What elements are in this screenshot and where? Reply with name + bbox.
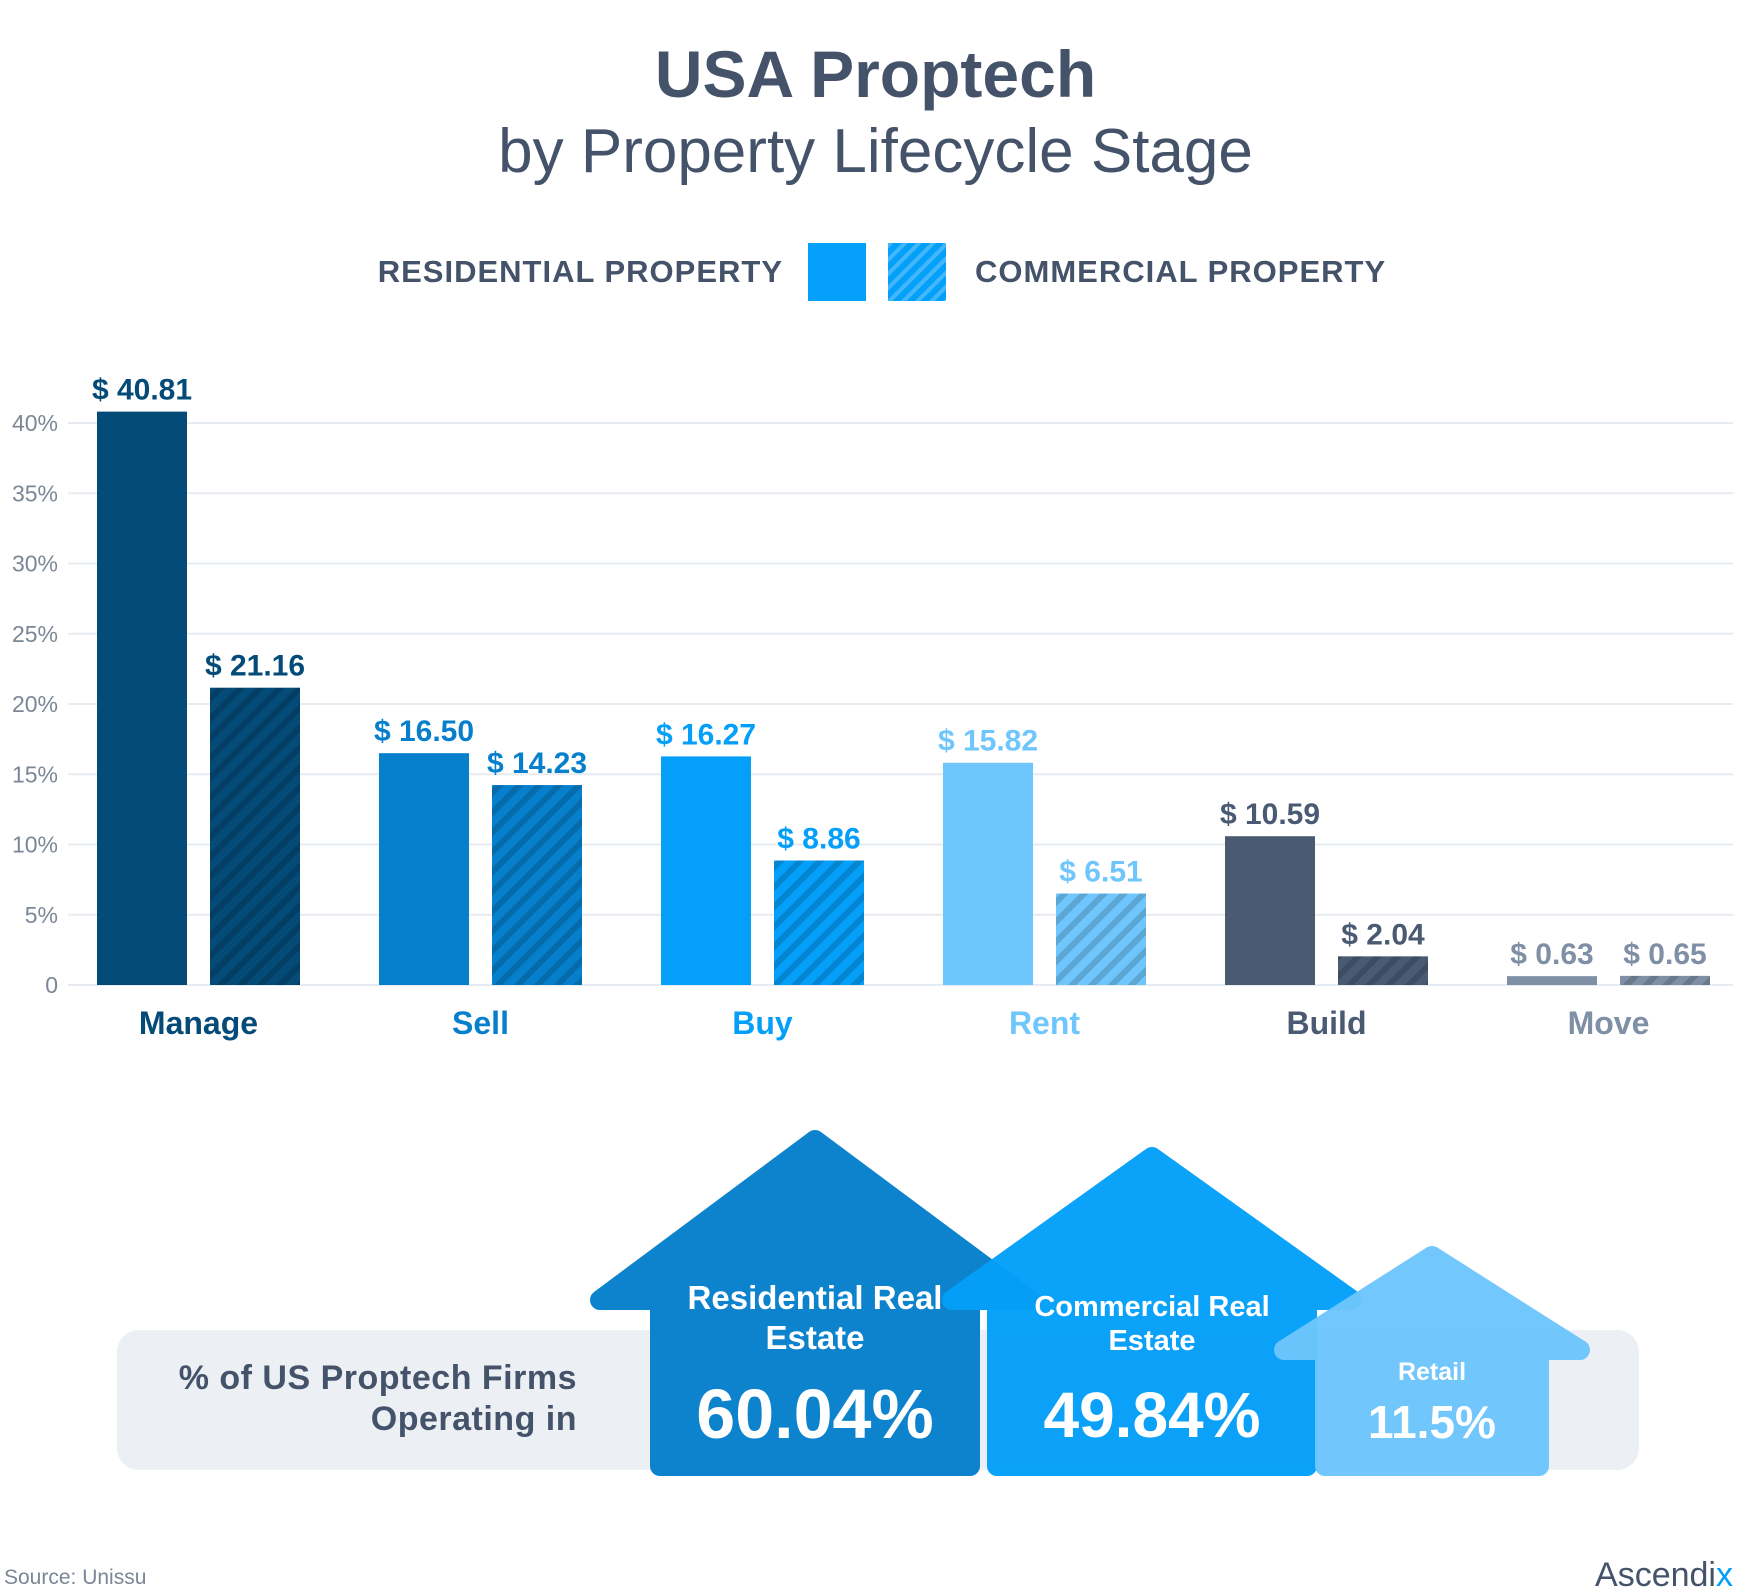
data-label: $ 21.16 — [205, 650, 305, 683]
chart-title: USA Proptech — [654, 37, 1097, 111]
data-label: $ 10.59 — [1220, 798, 1320, 831]
legend-residential-label: RESIDENTIAL PROPERTY — [377, 254, 783, 289]
data-label: $ 0.63 — [1510, 938, 1593, 971]
house-residential-value: 60.04% — [696, 1375, 934, 1453]
bar-buy-commercial — [774, 860, 864, 985]
bar-sell-commercial — [492, 785, 582, 985]
y-tick-label: 40% — [12, 410, 58, 436]
data-label: $ 2.04 — [1341, 918, 1425, 951]
house-retail-value: 11.5% — [1368, 1396, 1496, 1448]
house-retail-label: Retail — [1397, 1358, 1467, 1386]
y-tick-label: 10% — [12, 832, 58, 858]
category-label-manage: Manage — [139, 1005, 258, 1041]
data-label: $ 0.65 — [1623, 938, 1706, 971]
legend-commercial-swatch — [888, 243, 946, 301]
category-label-buy: Buy — [732, 1005, 793, 1041]
bar-manage-residential — [97, 411, 187, 985]
house-commercial-label: Commercial Real Estate — [1034, 1291, 1270, 1357]
data-label: $ 14.23 — [487, 747, 587, 780]
legend-residential-swatch — [808, 243, 866, 301]
brand-accent: x — [1716, 1556, 1733, 1594]
data-label: $ 8.86 — [777, 823, 860, 856]
y-tick-label: 0 — [45, 972, 58, 998]
y-tick-label: 25% — [12, 621, 58, 647]
y-tick-label: 5% — [25, 902, 58, 928]
category-label-build: Build — [1287, 1005, 1367, 1041]
bar-buy-residential — [661, 756, 751, 985]
category-label-rent: Rent — [1009, 1005, 1080, 1041]
data-label: $ 16.27 — [656, 718, 756, 751]
house-commercial-value: 49.84% — [1043, 1379, 1261, 1451]
category-label-move: Move — [1568, 1005, 1650, 1041]
data-label: $ 15.82 — [938, 725, 1038, 758]
bar-build-commercial — [1338, 956, 1428, 985]
brand-name: Ascendi — [1595, 1556, 1716, 1594]
y-tick-label: 35% — [12, 480, 58, 506]
y-tick-label: 30% — [12, 551, 58, 577]
legend-commercial-label: COMMERCIAL PROPERTY — [975, 254, 1387, 289]
bar-manage-commercial — [210, 687, 300, 985]
category-label-sell: Sell — [452, 1005, 509, 1041]
bar-rent-commercial — [1056, 893, 1146, 985]
data-label: $ 6.51 — [1059, 856, 1142, 889]
chart-subtitle: by Property Lifecycle Stage — [498, 117, 1253, 186]
bar-chart: 0 5% 10% 15% 20% 25% 30% 35% 40% $ 40.81 $ 21.16 Ma… — [12, 374, 1733, 1041]
data-label: $ 16.50 — [374, 715, 474, 748]
bar-sell-residential — [379, 753, 469, 985]
house-retail — [1274, 1246, 1590, 1476]
firms-label: % of US Proptech Firms Operating in — [178, 1359, 577, 1438]
bar-move-residential — [1507, 976, 1597, 985]
source-note: Source: Unissu — [4, 1566, 147, 1589]
data-label: $ 40.81 — [92, 374, 192, 407]
brand-logo: Ascendix — [1595, 1556, 1733, 1595]
bar-rent-residential — [943, 762, 1033, 985]
y-tick-label: 15% — [12, 761, 58, 787]
y-tick-label: 20% — [12, 691, 58, 717]
bar-move-commercial — [1620, 975, 1710, 985]
bar-build-residential — [1225, 836, 1315, 985]
house-residential-label: Residential Real Estate — [687, 1279, 943, 1356]
